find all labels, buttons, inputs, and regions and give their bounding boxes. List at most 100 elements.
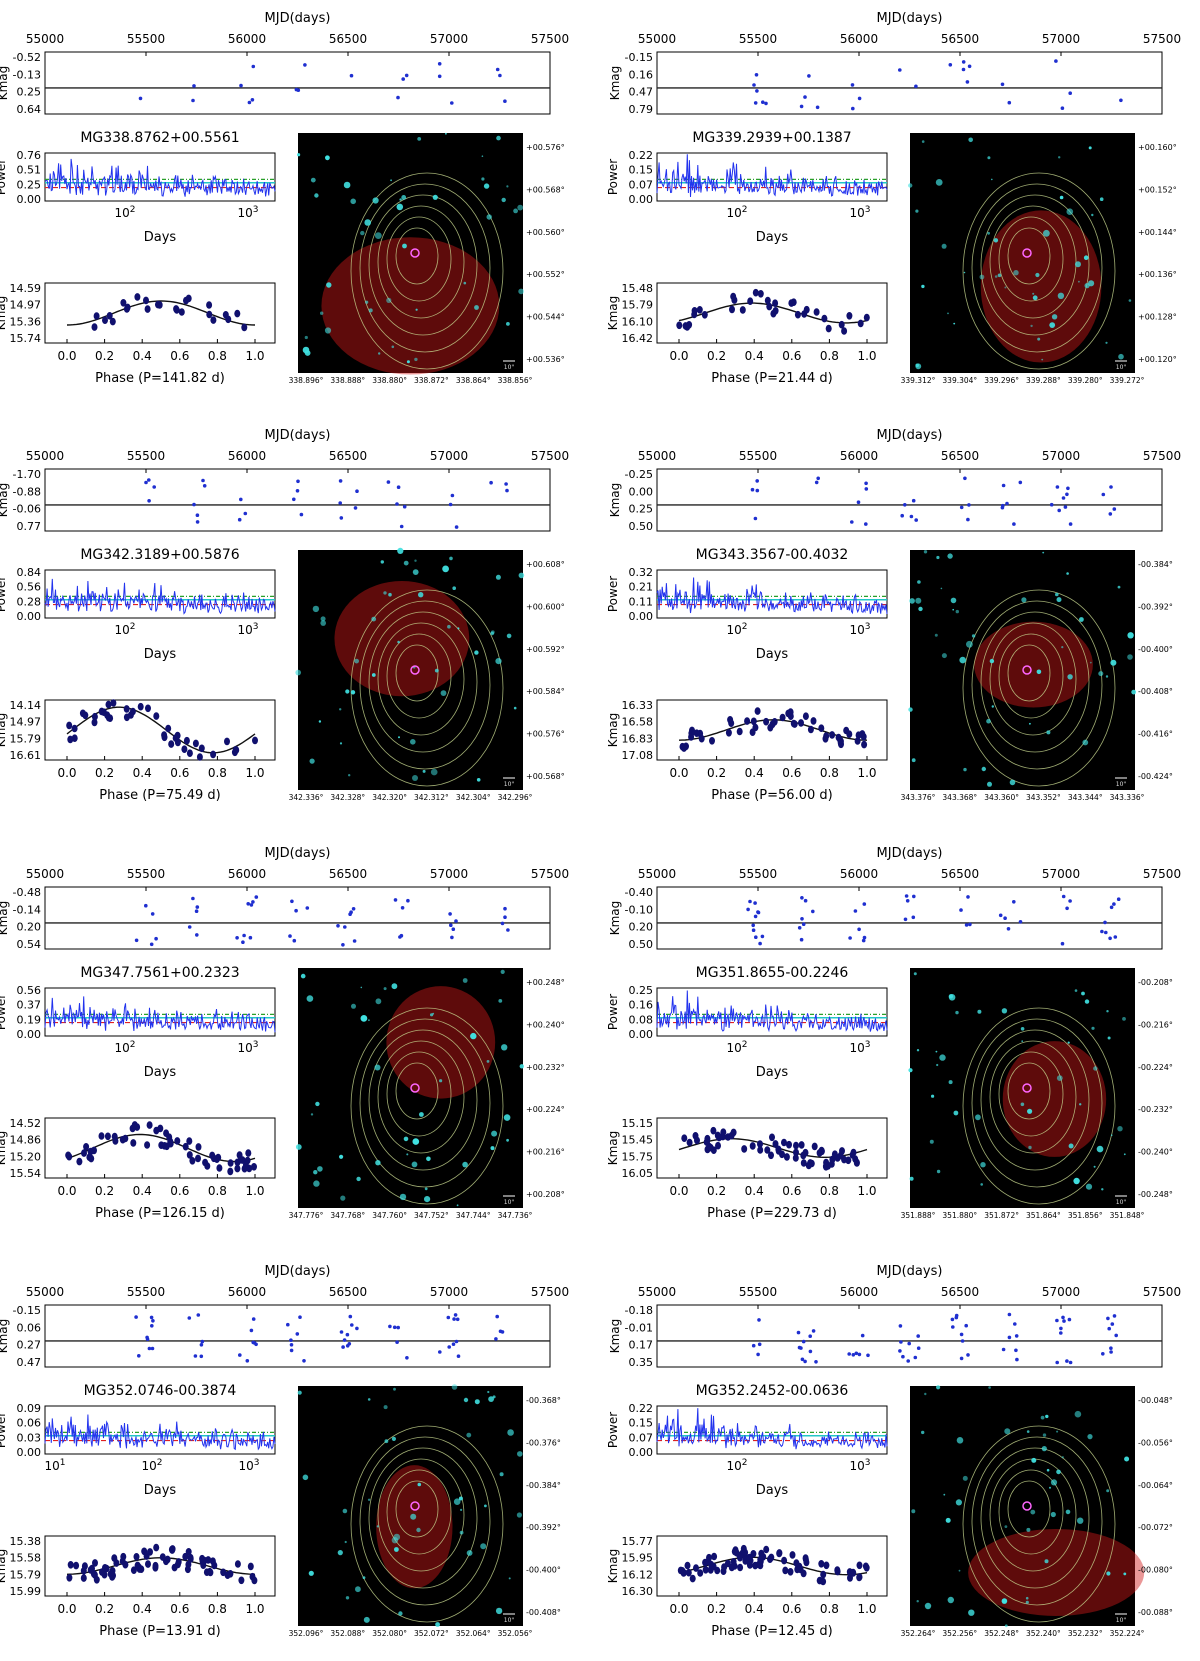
star <box>435 1622 440 1627</box>
phase-point <box>835 733 842 742</box>
star <box>501 1044 508 1051</box>
phase-point <box>105 700 112 709</box>
timeseries-point <box>406 898 410 903</box>
timeseries-point <box>134 1315 138 1319</box>
star <box>396 203 404 211</box>
timeseries-point <box>292 497 296 502</box>
star <box>980 1183 983 1186</box>
star <box>1091 1026 1095 1030</box>
radio-contour <box>971 183 1103 353</box>
timeseries-point <box>193 1354 198 1358</box>
phase-point <box>67 1561 74 1569</box>
periodogram-curve <box>44 158 276 197</box>
phase-point <box>766 302 773 311</box>
star <box>397 640 400 644</box>
phase-point <box>769 1133 775 1142</box>
star <box>1004 1624 1008 1628</box>
star <box>391 1537 399 1544</box>
mjd-tick-label: 57000 <box>1042 449 1080 463</box>
timeseries-point <box>912 894 916 899</box>
power-tick-label: 0.00 <box>629 1028 654 1041</box>
timeseries-point <box>1055 1360 1059 1365</box>
fold-kmag-axis-label: Kmag <box>0 1131 8 1166</box>
star <box>297 1390 302 1395</box>
timeseries-point <box>1106 1316 1110 1321</box>
star <box>941 243 947 249</box>
timeseries-point <box>853 909 858 913</box>
phase-point <box>702 1566 709 1574</box>
phase-point <box>764 296 771 305</box>
phase-point <box>174 731 181 740</box>
fold-kmag-axis-label: Kmag <box>606 1549 620 1584</box>
timeseries-point <box>243 511 248 516</box>
mjd-tick-label: 57000 <box>430 867 468 881</box>
phase-point <box>171 1563 178 1572</box>
timeseries-point <box>851 106 855 111</box>
star <box>491 1130 498 1137</box>
timeseries-point <box>907 1341 911 1346</box>
phase-point <box>783 1153 790 1161</box>
star <box>410 1513 417 1520</box>
star <box>390 179 392 182</box>
star <box>516 1512 523 1518</box>
phase-point <box>92 1559 98 1567</box>
radio-contour <box>971 1436 1103 1606</box>
star <box>320 620 327 626</box>
ra-tick-label: 352.232° <box>1068 1629 1103 1638</box>
timeseries-point <box>1007 1335 1012 1340</box>
timeseries-point <box>857 1352 862 1357</box>
timeseries-point <box>1068 91 1072 95</box>
phase-point <box>234 1560 241 1568</box>
dec-tick-label: -00.400° <box>526 1566 561 1575</box>
phase-point <box>829 731 836 739</box>
ra-tick-label: 343.360° <box>984 793 1019 802</box>
ra-tick-label: 347.736° <box>498 1211 533 1220</box>
star <box>915 363 919 368</box>
phase-tick-label: 0.8 <box>208 1602 227 1616</box>
phase-tick-label: 0.0 <box>669 1184 688 1198</box>
periodogram-curve <box>44 578 276 615</box>
star <box>980 1162 986 1168</box>
phase-tick-label: 0.4 <box>133 766 152 780</box>
power-tick-label: 0.76 <box>17 149 42 162</box>
star <box>955 1010 959 1015</box>
emission-nebula <box>334 580 470 697</box>
timeseries-point <box>250 98 255 102</box>
target-marker <box>410 1083 420 1093</box>
star <box>1030 324 1033 328</box>
star <box>1068 1143 1074 1149</box>
star <box>953 322 956 325</box>
timeseries-point <box>396 485 401 490</box>
timeseries-point <box>349 73 354 78</box>
star <box>374 232 382 240</box>
phase-tick-label: 0.4 <box>133 349 152 363</box>
phase-point <box>187 1555 194 1563</box>
timeseries-point <box>857 927 861 932</box>
star <box>309 758 315 764</box>
phase-point <box>795 1563 802 1571</box>
power-tick-label: 0.07 <box>629 178 654 191</box>
timeseries-point <box>851 1353 856 1357</box>
timeseries-point <box>850 83 855 87</box>
timeseries-point <box>353 506 358 510</box>
periodogram-frame <box>44 152 276 202</box>
mjd-tick-label: 56500 <box>329 449 367 463</box>
timeseries-point <box>239 83 243 88</box>
timeseries-point <box>756 910 760 914</box>
phase-point <box>183 736 190 745</box>
phase-point <box>83 1143 90 1151</box>
timeseries-point <box>1113 935 1118 939</box>
star <box>518 288 524 295</box>
radio-contour <box>980 1029 1090 1171</box>
phase-axis-label: Phase (P=12.45 d) <box>711 1624 832 1639</box>
star <box>1061 1456 1064 1459</box>
star <box>1025 1596 1029 1600</box>
period-tick-label: 103 <box>237 622 258 637</box>
star <box>989 658 995 664</box>
star <box>948 994 954 999</box>
ra-tick-label: 342.296° <box>498 793 533 802</box>
kmag-tick-label: -0.52 <box>13 51 41 64</box>
timeseries-point <box>1103 920 1107 925</box>
phase-point <box>698 734 705 743</box>
phase-tick-label: 0.2 <box>707 349 726 363</box>
